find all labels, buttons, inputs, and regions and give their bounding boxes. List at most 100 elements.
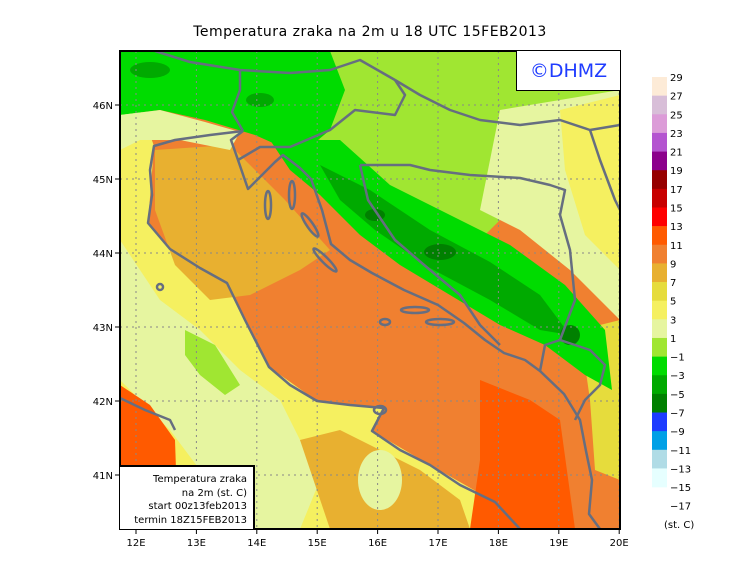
island (378, 317, 392, 327)
legend-label: 25 (670, 110, 683, 121)
lat-tick-label: 43N (93, 323, 113, 334)
info-line: na 2m (st. C) (181, 487, 247, 499)
lat-tick-label: 45N (93, 175, 113, 186)
color-legend: 29 27 25 23 21 19 17 15 13 11 9 7 5 3 1 −1 −3 −5 −7 −9 −11 −1… (652, 73, 694, 531)
legend-swatch (652, 319, 667, 339)
legend-label: 15 (670, 203, 683, 214)
legend-swatch (652, 132, 667, 152)
info-line: termin 18Z15FEB2013 (134, 514, 247, 526)
info-box: Temperatura zraka na 2m (st. C) start 00… (120, 465, 255, 529)
legend-label: 27 (670, 92, 683, 103)
lon-tick-label: 19E (549, 538, 568, 549)
legend-label: 3 (670, 315, 676, 326)
lat-tick-label: 46N (93, 101, 113, 112)
field-alps-green (120, 51, 345, 155)
legend-label: 21 (670, 148, 683, 159)
lon-tick-label: 13E (187, 538, 206, 549)
border-montenegro (538, 338, 607, 421)
legend-label: 23 (670, 129, 683, 140)
legend-swatch (652, 282, 667, 301)
legend-swatch (652, 468, 667, 488)
lat-tick-label: 42N (93, 397, 113, 408)
info-line: start 00z13feb2013 (148, 501, 247, 512)
legend-label: 11 (670, 241, 683, 252)
temperature-field (120, 51, 620, 529)
field-albania-hot (470, 380, 575, 529)
legend-swatch (652, 151, 667, 171)
legend-label: −15 (670, 483, 691, 494)
legend-label: −13 (670, 464, 691, 475)
legend-swatch (652, 170, 667, 190)
map-frame (119, 50, 621, 530)
legend-swatch (652, 226, 667, 246)
legend-swatch (652, 95, 667, 115)
lon-tick-label: 16E (368, 538, 387, 549)
legend-label: −3 (670, 371, 685, 382)
island (263, 189, 273, 221)
legend-label: −17 (670, 502, 691, 513)
legend-label: −7 (670, 409, 685, 420)
field-pannonia-light-green (270, 51, 620, 240)
legend-swatch (652, 77, 667, 96)
border-slovenia-croatia (237, 79, 407, 162)
legend-label: 29 (670, 73, 683, 84)
legend-swatch (652, 431, 667, 451)
italy-coastline (146, 129, 521, 529)
island (155, 282, 165, 292)
island (399, 305, 431, 315)
border-serbia-east (588, 129, 620, 211)
legend-label: −1 (670, 353, 685, 364)
field-italy-green (185, 330, 240, 395)
info-line: Temperatura zraka (153, 474, 247, 485)
lon-tick-label: 20E (610, 538, 629, 549)
legend-label: 9 (670, 259, 676, 270)
legend-swatch (652, 300, 667, 320)
legend-swatch (652, 114, 667, 134)
legend-label: 17 (670, 185, 683, 196)
field-east-yellow (560, 95, 620, 270)
border-bosnia-southwest (358, 164, 501, 346)
island (300, 212, 320, 238)
legend-label: 5 (670, 297, 676, 308)
island (312, 247, 338, 273)
lon-tick-label: 14E (247, 538, 266, 549)
legend-label: −9 (670, 427, 685, 438)
legend-label: 7 (670, 278, 676, 289)
island (287, 179, 297, 211)
lon-tick-label: 15E (308, 538, 327, 549)
lat-tick-label: 44N (93, 249, 113, 260)
lon-tick-label: 17E (428, 538, 447, 549)
lon-tick-label: 18E (489, 538, 508, 549)
border-croatia-bosnia (360, 163, 577, 341)
legend-label: 19 (670, 166, 683, 177)
island (424, 317, 456, 327)
border-italy-slovenia (230, 70, 245, 132)
coastlines-borders (120, 51, 620, 529)
legend-swatch (652, 412, 667, 432)
lon-tick-label: 12E (126, 538, 145, 549)
legend-swatch (652, 375, 667, 395)
map-axes: 12E 13E 14E 15E 16E 17E 18E 19E 20E 46N 45N 44N 43N 4… (93, 101, 629, 549)
legend-swatch (652, 244, 667, 264)
field-dark-green-spot (130, 62, 170, 78)
legend-unit: (st. C) (664, 520, 694, 531)
field-north-adriatic (155, 145, 330, 300)
legend-swatch (652, 188, 667, 208)
legend-swatch (652, 356, 667, 376)
border-slovenia-austria (289, 58, 396, 82)
field-pale-spot (358, 450, 402, 510)
field-dark-green-spot (424, 244, 456, 260)
legend-label: −11 (670, 446, 691, 457)
legend-swatch (652, 263, 667, 283)
lat-tick-label: 41N (93, 471, 113, 482)
italy-west-coastline (120, 396, 177, 431)
legend-label: 1 (670, 334, 676, 345)
legend-label: 13 (670, 222, 683, 233)
field-dark-green-spot (246, 93, 274, 107)
legend-swatch (652, 449, 667, 469)
map-title: Temperatura zraka na 2m u 18 UTC 15FEB20… (193, 24, 547, 40)
legend-swatch (652, 207, 667, 227)
legend-swatch (652, 337, 667, 357)
